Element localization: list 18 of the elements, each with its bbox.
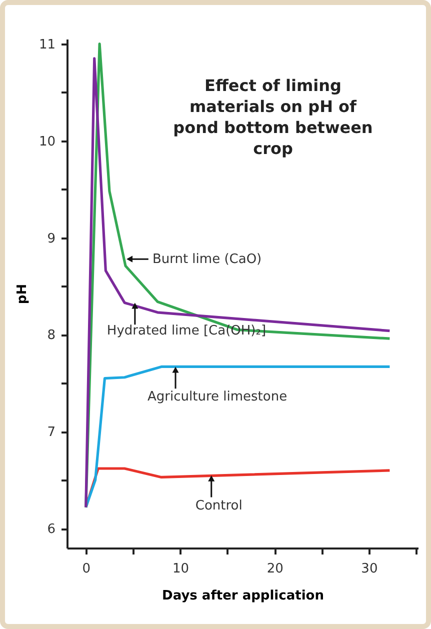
y-tick-label: 8 — [47, 328, 56, 344]
x-tick-label: 30 — [361, 562, 378, 576]
text: Effect of liming materials on pH of pond bottom between crop — [173, 75, 373, 159]
x-axis-title: Days after application — [162, 588, 324, 604]
x-tick-label: 20 — [266, 562, 284, 576]
x-tick-label: 10 — [172, 562, 189, 576]
x-tick-label: 0 — [82, 562, 91, 576]
y-tick-label: 10 — [38, 134, 56, 150]
annotation: Agriculture limestone — [148, 390, 288, 405]
annotation: Hydrated lime [Ca(OH)₂] — [106, 324, 266, 339]
y-tick-label: 9 — [47, 231, 56, 246]
y-axis-title: pH — [14, 284, 30, 304]
line-series — [84, 365, 391, 509]
y-tick-label: 7 — [47, 425, 56, 440]
y-tick-label: 11 — [38, 37, 56, 52]
annotation: Control — [195, 498, 242, 514]
annotation: Burnt lime (CaO) — [152, 252, 262, 268]
y-tick-label: 6 — [47, 522, 56, 538]
